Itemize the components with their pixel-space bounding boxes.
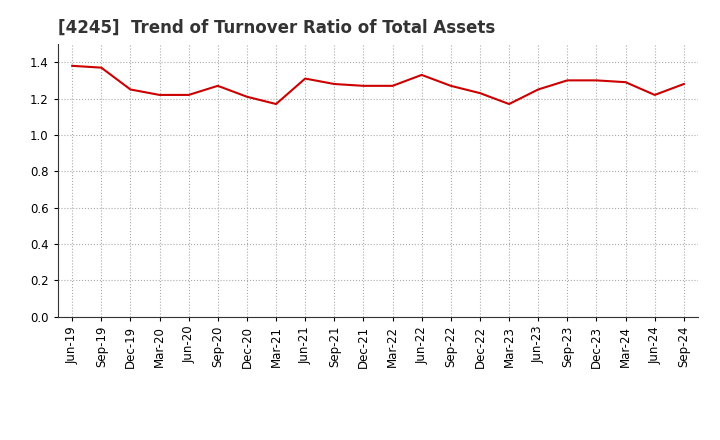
Text: [4245]  Trend of Turnover Ratio of Total Assets: [4245] Trend of Turnover Ratio of Total …: [58, 19, 495, 37]
